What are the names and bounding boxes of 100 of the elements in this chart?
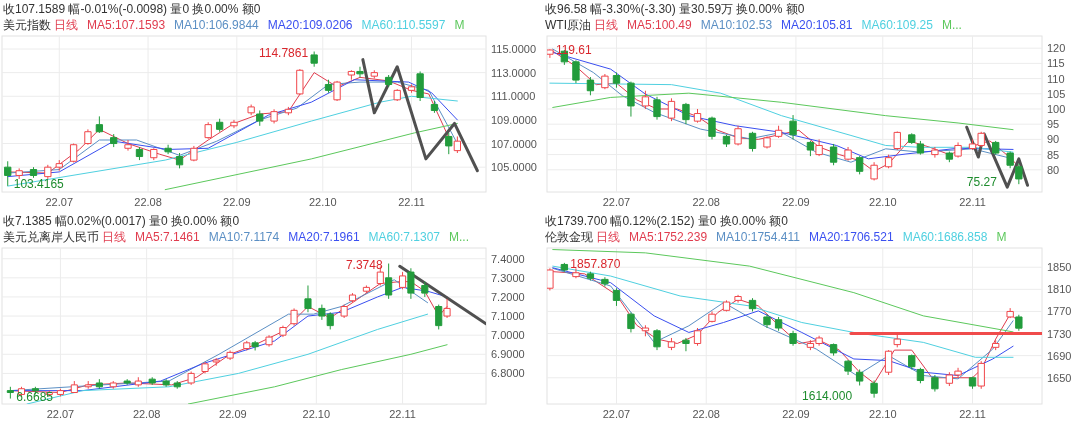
text: MA60:109.25 — [861, 18, 934, 32]
candlestick — [216, 118, 224, 133]
candlestick — [290, 307, 298, 327]
candlestick — [201, 361, 209, 374]
candlestick — [310, 51, 318, 68]
x-tick-label: 22.07 — [46, 408, 75, 420]
annotation: 114.7861 — [258, 45, 309, 60]
y-tick-label: 7.1000 — [491, 310, 525, 323]
candlestick — [173, 380, 181, 390]
text: MA10:1754.411 — [716, 230, 801, 244]
candlestick — [347, 69, 356, 81]
annotation: 1614.000 — [802, 388, 853, 403]
y-tick-label: 1770 — [1047, 305, 1072, 318]
x-tick-label: 22.08 — [692, 196, 720, 208]
candlestick — [653, 96, 661, 121]
candlestick — [162, 378, 170, 388]
candlestick — [70, 380, 78, 394]
candlestick — [385, 263, 393, 300]
candlestick — [667, 337, 676, 351]
line-series — [164, 122, 458, 191]
candlestick — [708, 116, 716, 140]
x-tick-label: 22.09 — [219, 408, 247, 420]
candlestick — [1015, 163, 1023, 185]
y-tick-label: 107.0000 — [491, 137, 537, 150]
candlestick — [123, 378, 131, 386]
y-tick-label: 7.4000 — [491, 252, 525, 265]
candlestick — [270, 108, 278, 124]
candlestick — [884, 154, 893, 169]
text: MA10:7.1174 — [208, 230, 280, 244]
candlestick — [945, 151, 954, 163]
y-tick-label: 105 — [1047, 87, 1066, 100]
x-tick-label: 22.07 — [45, 196, 74, 208]
legend-title: 日线 — [594, 18, 618, 32]
y-tick-label: 115 — [1047, 57, 1065, 70]
legend-title: 日线 — [102, 230, 126, 244]
candlestick — [722, 299, 731, 312]
x-tick-label: 22.08 — [692, 408, 720, 420]
candlestick — [247, 104, 255, 116]
candlestick — [204, 121, 212, 140]
candlestick — [333, 80, 341, 102]
annotation: 7.3748 — [345, 257, 383, 272]
candlestick — [407, 83, 416, 94]
candlestick — [304, 284, 312, 313]
candlestick — [693, 327, 702, 347]
line-series — [361, 58, 479, 173]
chart-subtitle: 收107.1589 幅-0.01%(-0.0098) 量0 换0.00% 额0 — [3, 2, 261, 16]
candlestick — [265, 334, 273, 348]
candlestick — [708, 310, 716, 323]
y-tick-label: 1730 — [1047, 327, 1072, 340]
chart-title: 美元兑离岸人民币 — [3, 230, 99, 244]
y-tick-label: 109.0000 — [491, 113, 537, 126]
y-tick-label: 113.0000 — [491, 66, 537, 79]
candlestick — [84, 380, 92, 390]
text: M... — [449, 230, 469, 244]
candlestick — [243, 340, 251, 351]
candlestick — [908, 354, 916, 370]
legend-title: 日线 — [596, 230, 620, 244]
candlestick — [612, 287, 621, 307]
candlestick — [362, 284, 370, 294]
x-tick-label: 22.11 — [389, 408, 416, 420]
candlestick — [547, 267, 554, 291]
y-tick-label: 1690 — [1047, 349, 1072, 362]
y-tick-label: 120 — [1047, 42, 1066, 55]
candlestick — [560, 262, 569, 273]
candlestick — [572, 267, 580, 279]
text: MA20:1706.521 — [808, 230, 894, 244]
candlestick — [893, 130, 901, 151]
candlestick — [95, 115, 104, 134]
candlestick — [251, 340, 259, 351]
text: MA20:7.1961 — [288, 230, 360, 244]
candlestick — [110, 133, 118, 148]
candlestick — [641, 324, 650, 337]
candlestick — [279, 325, 287, 338]
candlestick — [445, 132, 453, 155]
x-tick-label: 22.09 — [223, 196, 251, 208]
candlestick — [547, 48, 554, 59]
candlestick — [4, 160, 12, 187]
candlestick — [992, 140, 1000, 156]
candlestick — [150, 147, 158, 161]
chart-title: 伦敦金现 — [545, 230, 593, 244]
candlestick — [135, 146, 144, 161]
y-tick-label: 110 — [1047, 72, 1065, 85]
chart-title: 美元指数 — [3, 18, 51, 32]
candlestick — [453, 135, 462, 154]
candlestick — [226, 349, 234, 361]
x-tick-label: 22.08 — [134, 196, 162, 208]
candlestick — [586, 76, 595, 96]
candlestick — [627, 312, 635, 333]
x-tick-label: 22.09 — [782, 196, 810, 208]
candlestick — [763, 135, 771, 150]
candlestick — [789, 330, 797, 347]
annotation: 1857.870 — [570, 256, 621, 271]
candlestick — [187, 371, 195, 386]
candlestick — [15, 167, 23, 180]
x-tick-label: 22.07 — [602, 408, 631, 420]
y-tick-label: 7.0000 — [491, 329, 525, 342]
candlestick — [175, 152, 184, 169]
candlestick — [601, 73, 609, 90]
y-tick-label: 115.0000 — [491, 43, 537, 55]
candlestick — [763, 313, 771, 329]
